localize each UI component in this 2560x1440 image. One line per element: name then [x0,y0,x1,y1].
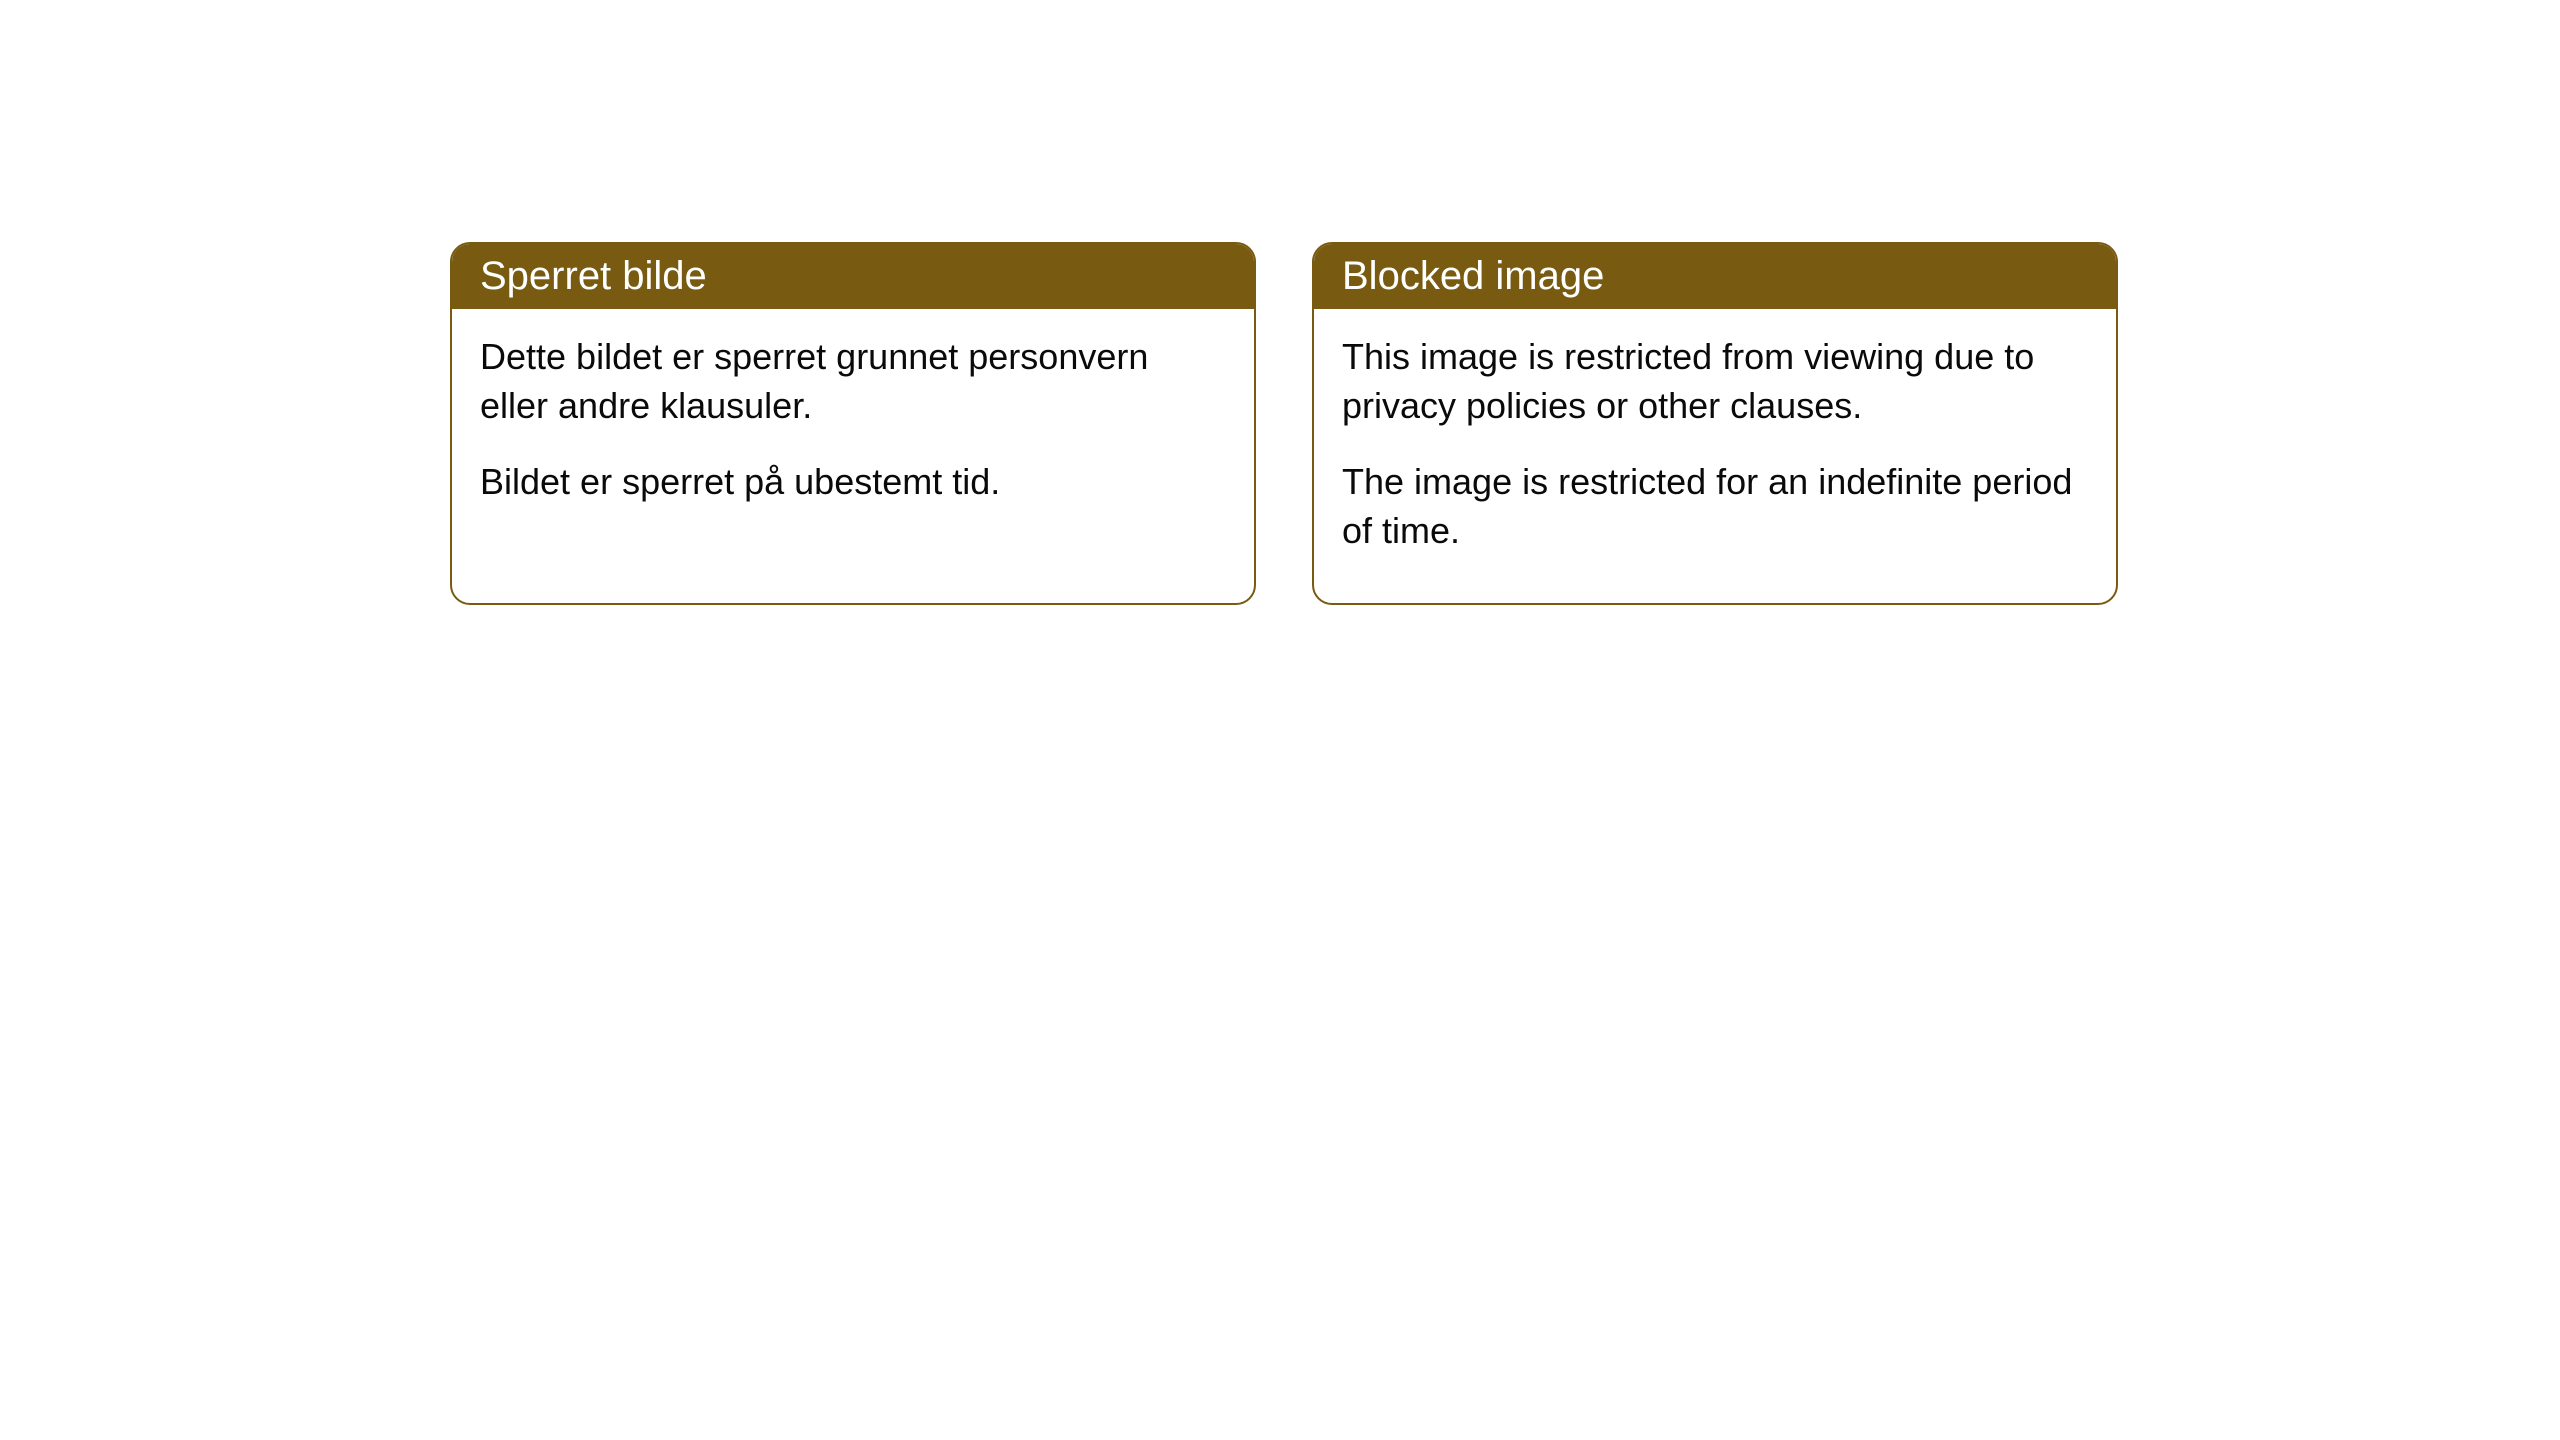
blocked-image-card-en: Blocked image This image is restricted f… [1312,242,2118,605]
card-paragraph: This image is restricted from viewing du… [1342,333,2088,430]
card-paragraph: The image is restricted for an indefinit… [1342,458,2088,555]
notice-cards-container: Sperret bilde Dette bildet er sperret gr… [450,242,2118,605]
card-paragraph: Bildet er sperret på ubestemt tid. [480,458,1226,507]
card-title: Sperret bilde [480,254,707,298]
card-paragraph: Dette bildet er sperret grunnet personve… [480,333,1226,430]
card-header: Sperret bilde [452,244,1254,309]
card-title: Blocked image [1342,254,1604,298]
card-header: Blocked image [1314,244,2116,309]
blocked-image-card-no: Sperret bilde Dette bildet er sperret gr… [450,242,1256,605]
card-body: This image is restricted from viewing du… [1314,309,2116,603]
card-body: Dette bildet er sperret grunnet personve… [452,309,1254,555]
